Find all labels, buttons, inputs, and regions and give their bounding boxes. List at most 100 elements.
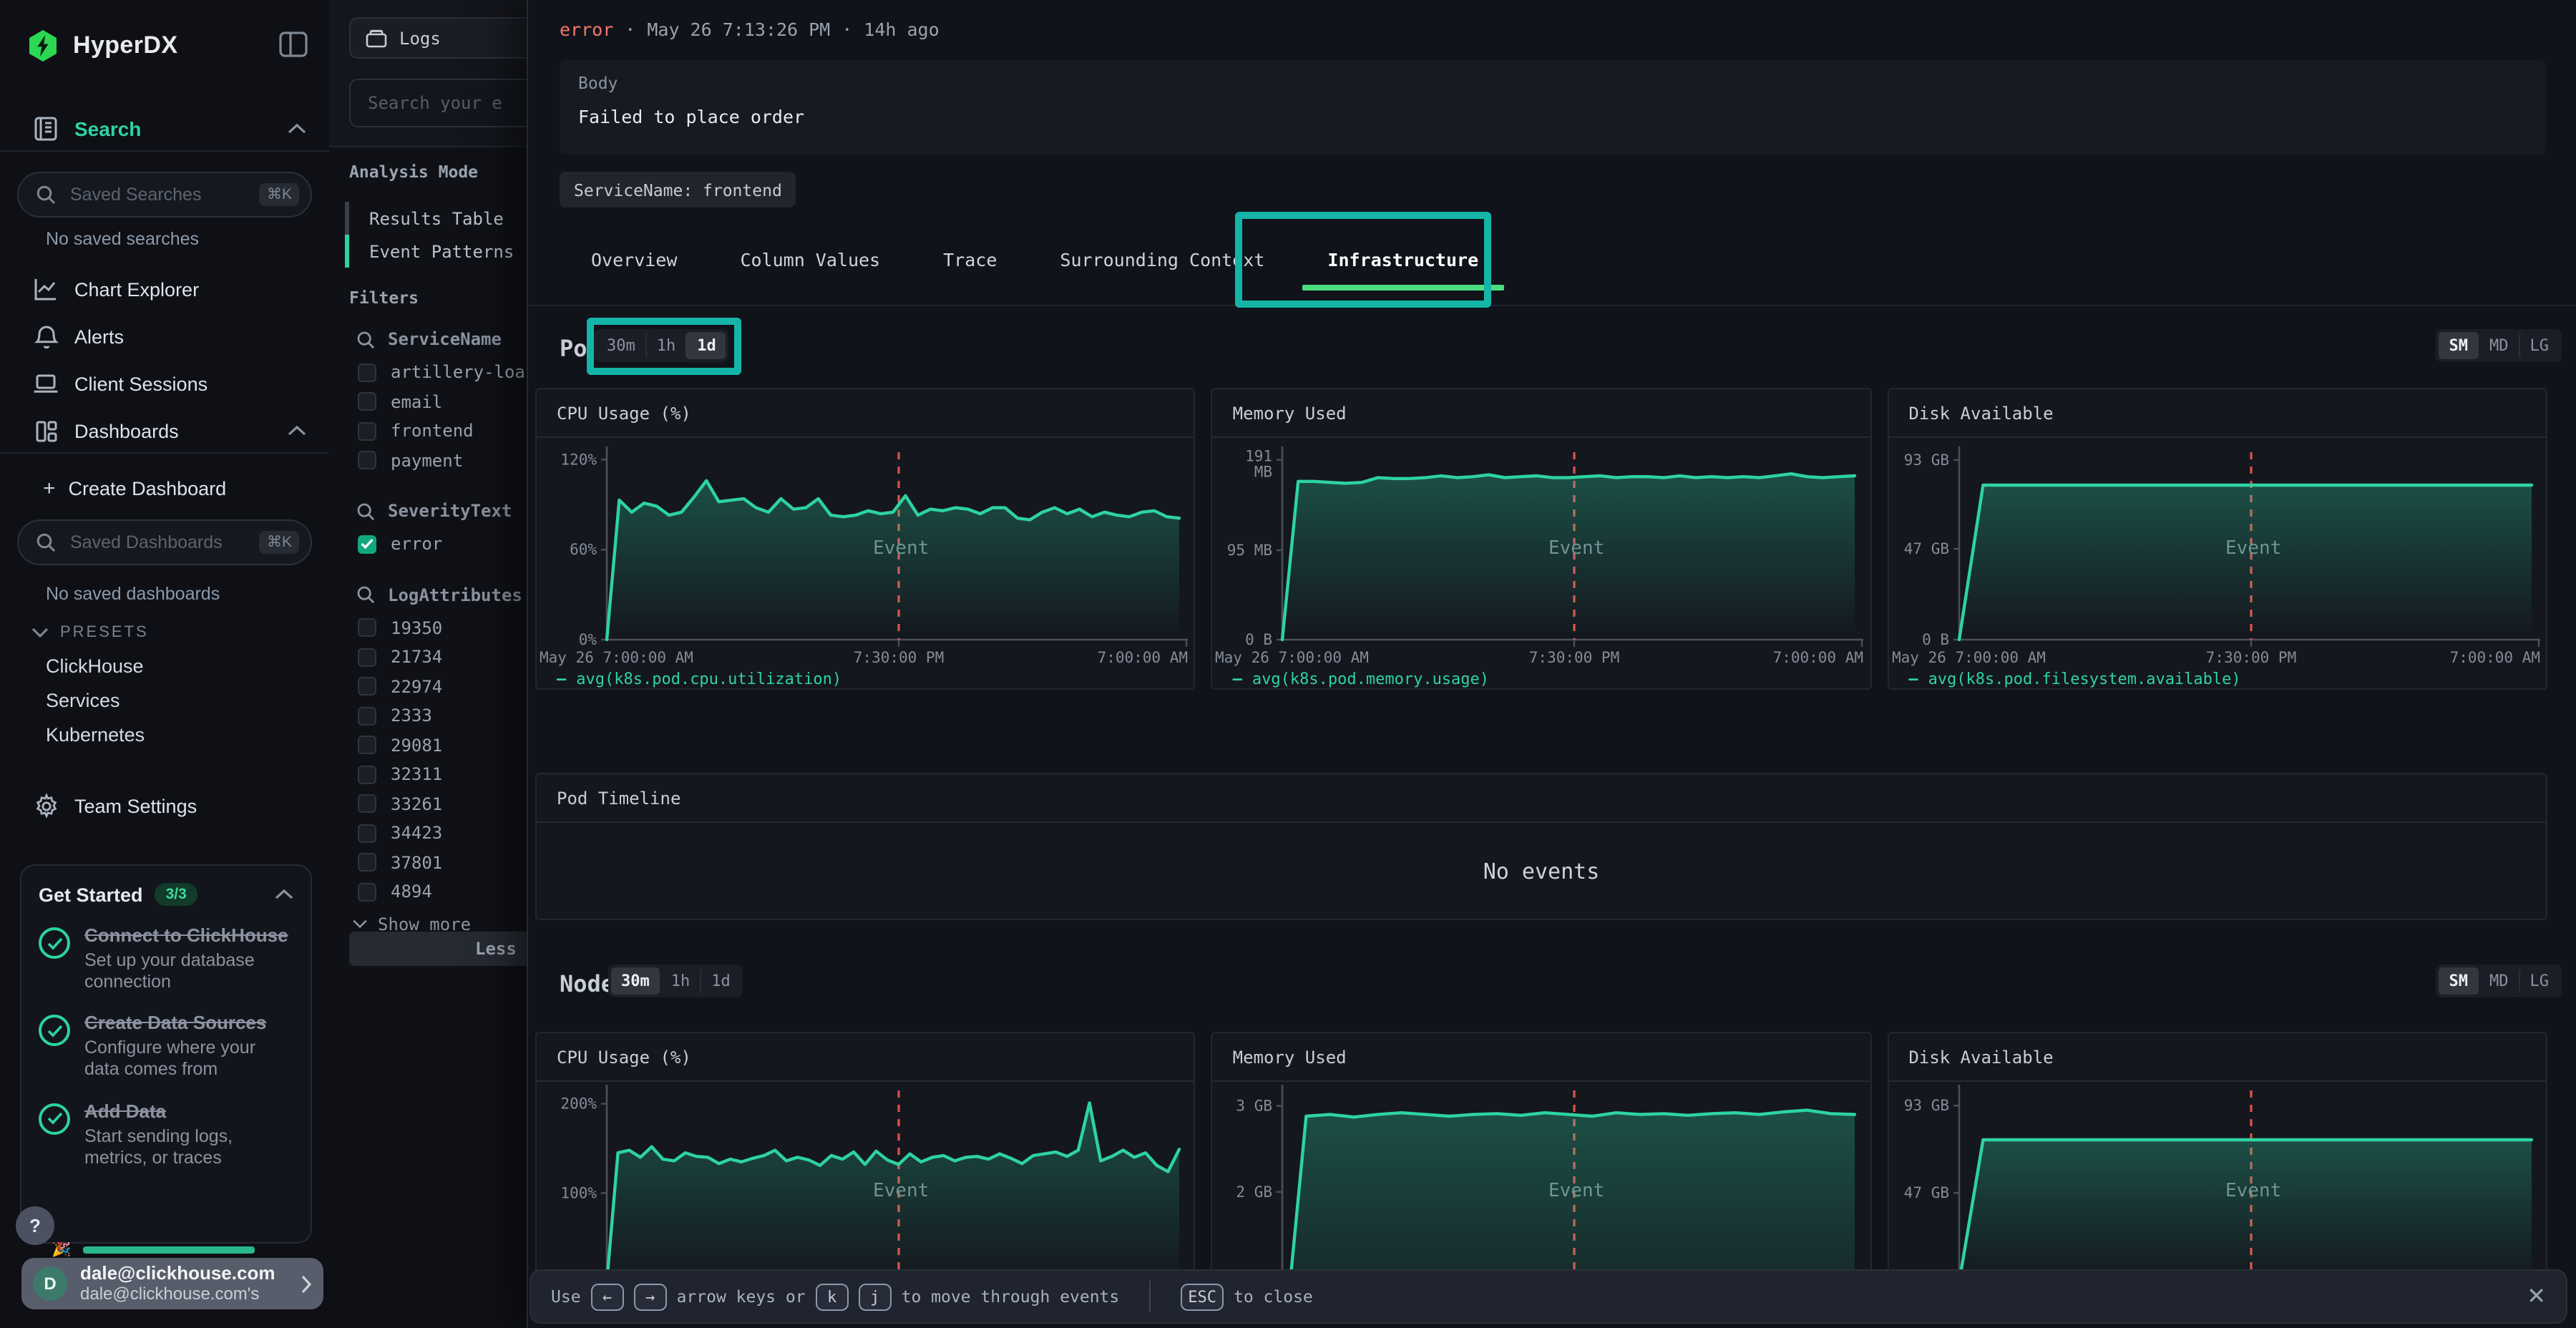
- source-select-button[interactable]: Logs: [349, 17, 527, 59]
- filter-option-label: 29081: [391, 736, 442, 756]
- segmented-button-lg[interactable]: LG: [2519, 332, 2560, 359]
- checkbox[interactable]: [358, 363, 376, 382]
- checkbox[interactable]: [358, 736, 376, 755]
- saved-searches-input[interactable]: ⌘K: [17, 172, 312, 218]
- mode-event-patterns[interactable]: Event Patterns: [345, 235, 527, 268]
- event-search-input[interactable]: [349, 79, 527, 127]
- tab-label: Overview: [591, 249, 677, 270]
- svg-text:120%: 120%: [560, 451, 597, 468]
- chevron-up-icon[interactable]: [275, 889, 293, 900]
- checkbox[interactable]: [358, 883, 376, 902]
- create-dashboard-button[interactable]: + Create Dashboard: [0, 468, 329, 508]
- checkbox[interactable]: [358, 648, 376, 667]
- mode-results-table[interactable]: Results Table: [345, 202, 527, 235]
- event-body-card: Body Failed to place order: [560, 60, 2546, 155]
- checkbox[interactable]: [358, 393, 376, 411]
- checkbox[interactable]: [358, 619, 376, 638]
- analysis-mode-label: Analysis Mode: [349, 162, 478, 182]
- filter-option-label: 19350: [391, 618, 442, 638]
- saved-searches-field[interactable]: [67, 183, 260, 206]
- chart-title: CPU Usage (%): [537, 389, 1194, 438]
- segmented-button-sm[interactable]: SM: [2439, 967, 2479, 995]
- get-started-item[interactable]: Add DataStart sending logs, metrics, or …: [39, 1100, 293, 1169]
- collapse-sidebar-icon[interactable]: [278, 29, 309, 60]
- filter-option-22974[interactable]: 22974: [329, 672, 527, 701]
- service-name-tag[interactable]: ServiceName: frontend: [560, 172, 796, 208]
- checkbox[interactable]: [358, 678, 376, 696]
- filter-option-34423[interactable]: 34423: [329, 819, 527, 848]
- checkbox[interactable]: [358, 766, 376, 784]
- filter-option-payment[interactable]: payment: [329, 446, 527, 475]
- filter-option-2333[interactable]: 2333: [329, 701, 527, 731]
- sidebar-item-team-settings[interactable]: Team Settings: [0, 784, 329, 827]
- presets-toggle[interactable]: PRESETS: [31, 618, 149, 647]
- sidebar-item-search[interactable]: Search: [0, 107, 329, 150]
- saved-dashboards-input[interactable]: ⌘K: [17, 519, 312, 565]
- segmented-button-md[interactable]: MD: [2478, 967, 2519, 995]
- tab-trace[interactable]: Trace: [912, 214, 1028, 306]
- svg-text:7:00:00 AM: 7:00:00 AM: [1773, 649, 1863, 666]
- segmented-button-md[interactable]: MD: [2478, 332, 2519, 359]
- chart-svg: 100%200%Event: [537, 1082, 1191, 1282]
- dot-separator: ·: [841, 18, 852, 39]
- tab-infrastructure[interactable]: Infrastructure: [1296, 214, 1510, 306]
- preset-services[interactable]: Services: [46, 684, 120, 716]
- saved-dashboards-field[interactable]: [67, 531, 260, 554]
- checkbox[interactable]: [358, 824, 376, 843]
- filter-option-frontend[interactable]: frontend: [329, 416, 527, 446]
- divider: [0, 452, 329, 454]
- filter-option-21734[interactable]: 21734: [329, 643, 527, 672]
- tab-column-values[interactable]: Column Values: [708, 214, 912, 306]
- preset-kubernetes[interactable]: Kubernetes: [46, 718, 145, 750]
- chevron-right-icon: [301, 1274, 312, 1293]
- event-search-field[interactable]: [365, 92, 527, 114]
- sidebar-item-alerts[interactable]: Alerts: [0, 315, 329, 358]
- get-started-item[interactable]: Connect to ClickHouseSet up your databas…: [39, 924, 293, 994]
- help-button[interactable]: ?: [16, 1206, 54, 1245]
- filter-option-33261[interactable]: 33261: [329, 789, 527, 819]
- event-detail-panel: error · May 26 7:13:26 PM · 14h ago Body…: [527, 0, 2576, 1328]
- body-label: Body: [578, 73, 2527, 93]
- segmented-button-sm[interactable]: SM: [2439, 332, 2479, 359]
- sidebar-item-dashboards[interactable]: Dashboards: [0, 409, 329, 452]
- filter-option-19350[interactable]: 19350: [329, 613, 527, 643]
- checkbox[interactable]: [358, 854, 376, 872]
- segmented-button-1h[interactable]: 1h: [645, 332, 686, 359]
- checkbox[interactable]: [358, 451, 376, 470]
- segmented-button-30m[interactable]: 30m: [611, 967, 660, 995]
- filter-option-29081[interactable]: 29081: [329, 731, 527, 760]
- sidebar-item-chart-explorer[interactable]: Chart Explorer: [0, 268, 329, 311]
- user-account-button[interactable]: D dale@clickhouse.com dale@clickhouse.co…: [21, 1258, 323, 1309]
- segmented-button-30m[interactable]: 30m: [597, 332, 645, 359]
- preset-clickhouse[interactable]: ClickHouse: [46, 650, 144, 681]
- filter-option-email[interactable]: email: [329, 387, 527, 416]
- chart-legend: —avg(k8s.pod.filesystem.available): [1888, 667, 2546, 688]
- chart-title: Memory Used: [1213, 1033, 1870, 1082]
- search-config-column: Logs Analysis Mode Results Table Event P…: [329, 0, 527, 1328]
- filter-option-label: frontend: [391, 421, 474, 441]
- segmented-button-1h[interactable]: 1h: [660, 967, 701, 995]
- close-icon[interactable]: ✕: [2527, 1282, 2546, 1311]
- severity-badge: error: [560, 18, 613, 39]
- checkbox-checked[interactable]: [358, 535, 376, 554]
- filter-option-4894[interactable]: 4894: [329, 877, 527, 907]
- segmented-button-1d[interactable]: 1d: [686, 332, 726, 359]
- sidebar-item-client-sessions[interactable]: Client Sessions: [0, 362, 329, 405]
- svg-text:MB: MB: [1254, 464, 1272, 481]
- pod-cpu-chart: 0%60%120%EventMay 26 7:00:00 AM7:30:00 P…: [537, 438, 1194, 667]
- filter-option-37801[interactable]: 37801: [329, 848, 527, 877]
- filter-option-artillery-loa[interactable]: artillery-loa: [329, 358, 527, 387]
- check-circle-icon: [39, 1015, 70, 1047]
- svg-text:7:30:00 PM: 7:30:00 PM: [854, 649, 944, 666]
- get-started-item[interactable]: Create Data SourcesConfigure where your …: [39, 1012, 293, 1082]
- tab-surrounding-context[interactable]: Surrounding Context: [1028, 214, 1296, 306]
- checkbox[interactable]: [358, 422, 376, 441]
- segmented-button-lg[interactable]: LG: [2519, 967, 2560, 995]
- checkbox[interactable]: [358, 707, 376, 726]
- checkbox[interactable]: [358, 795, 376, 814]
- less-filters-button[interactable]: Less fil: [349, 932, 527, 966]
- segmented-button-1d[interactable]: 1d: [700, 967, 741, 995]
- filter-option-32311[interactable]: 32311: [329, 760, 527, 789]
- filter-option-error[interactable]: error: [329, 529, 527, 559]
- tab-overview[interactable]: Overview: [560, 214, 708, 306]
